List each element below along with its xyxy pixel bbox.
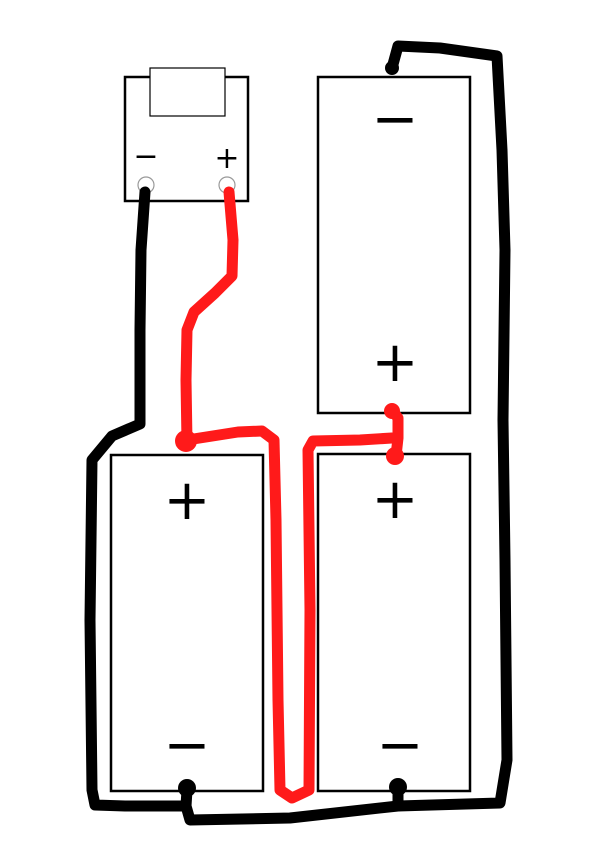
negative-junction-bottom-left [178,779,196,797]
negative-wire-batteries-loop [180,40,513,826]
device-box: − + [123,67,250,203]
battery-bottom-right-minus-label: − [377,713,424,778]
battery-top-right-minus-label: − [372,87,419,152]
battery-bottom-left: + − [109,453,265,793]
battery-top-right: − + [316,75,472,415]
positive-wire-series-link [181,425,398,804]
battery-bottom-left-body [109,453,265,793]
positive-junction-bottom-left [175,430,197,452]
battery-top-right-body [316,75,472,415]
negative-junction-top-right [385,61,399,75]
battery-bottom-left-minus-label: − [164,713,211,778]
negative-junction-bottom-right [389,778,407,796]
positive-junction-bottom-right [386,447,404,465]
negative-wires [84,40,513,826]
battery-top-right-plus-label: + [372,330,419,395]
positive-wires [175,186,404,804]
positive-wire-device-to-bottom-left [180,186,239,448]
battery-bottom-left-plus-label: + [164,468,211,533]
battery-bottom-right-plus-label: + [372,467,419,532]
positive-junction-top-right [384,403,400,419]
device-minus-label: − [133,139,158,174]
device-connector [149,67,226,117]
device-plus-label: + [214,141,239,176]
battery-bottom-right: + − [316,452,472,793]
negative-wire-device-to-bottom-left [84,186,193,812]
